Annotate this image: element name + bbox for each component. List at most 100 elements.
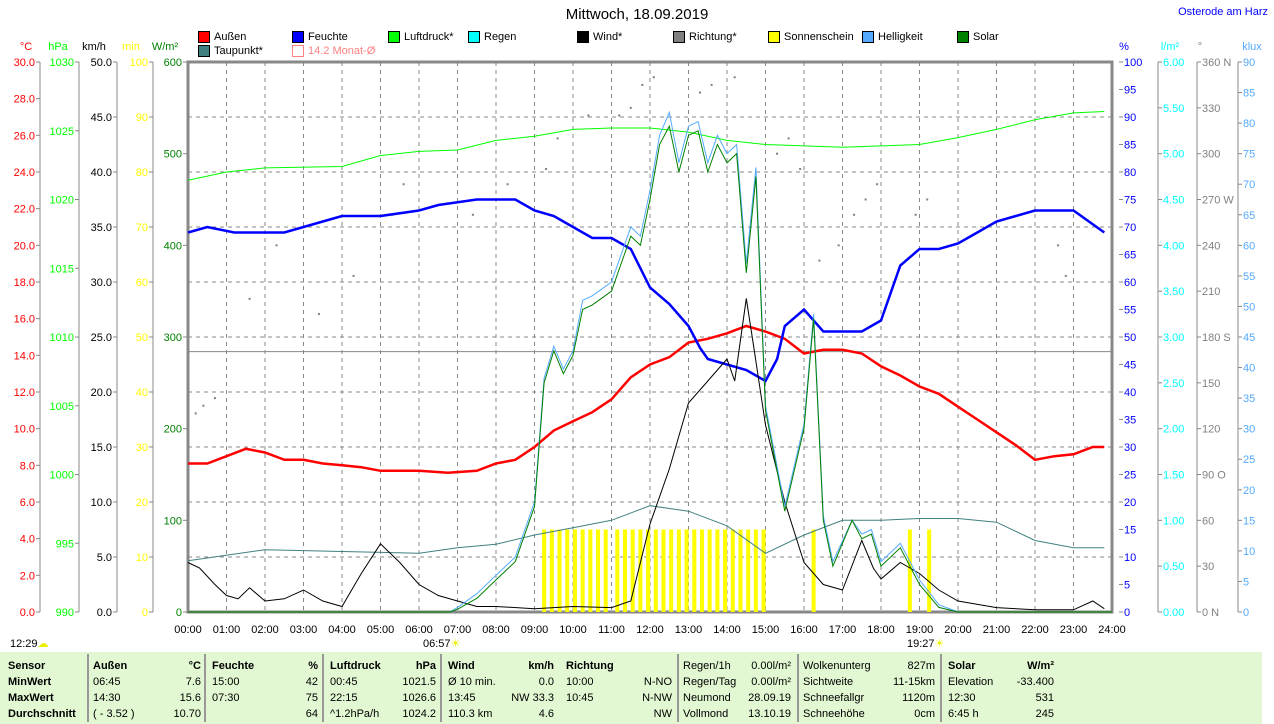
sunshine-bar: [699, 529, 704, 612]
table-cell-row: 06:45 7.6: [93, 674, 201, 690]
axis-tick-label: 26.0: [14, 130, 35, 142]
cell-value: 11-15km: [893, 676, 935, 688]
axis-tick-label: 18.0: [14, 277, 35, 289]
axis-tick-label: 500: [164, 149, 182, 161]
table-cell-row: Sichtweite 11-15km: [803, 674, 935, 690]
legend-swatch: [468, 31, 480, 43]
cell-label: Vollmond: [683, 708, 729, 720]
sunset-label: 19:27: [907, 638, 935, 650]
sunshine-bar: [542, 529, 547, 612]
moon-time-label: 12:29: [10, 638, 38, 650]
axis-tick-label: 22.0: [14, 204, 35, 216]
sensor-header: Sensor: [8, 660, 46, 672]
axis-tick-label: 70: [1124, 222, 1136, 234]
sunrise-label: 06:57: [423, 638, 451, 650]
axis-tick-label: 70: [1243, 179, 1255, 191]
axis-tick-label: 1010: [50, 332, 74, 344]
cell-value: 42: [305, 676, 318, 688]
table-cell-row: 00:45 1021.5: [330, 674, 436, 690]
axis-tick-label: 80: [1243, 118, 1255, 130]
moon-icon: ☁: [37, 638, 49, 650]
direction-point: [506, 183, 509, 186]
axis-tick-label: 1000: [50, 470, 74, 482]
direction-point: [317, 313, 320, 316]
axis-tick-label: 400: [164, 240, 182, 252]
axis-tick-label: 600: [164, 57, 182, 69]
axis-tick-label: 25.0: [91, 332, 112, 344]
legend-swatch: [292, 45, 304, 57]
table-cell-row: 22:15 1026.6: [330, 690, 436, 706]
axis-tick-label: 16.0: [14, 314, 35, 326]
x-tick-label: 02:00: [251, 624, 279, 636]
direction-point: [587, 114, 590, 117]
cell-label: 110.3 km: [448, 708, 493, 720]
axis-tick-label: 65: [1243, 210, 1255, 222]
x-tick-label: 15:00: [752, 624, 780, 636]
axis-tick-label: 25: [1124, 470, 1136, 482]
x-tick-label: 05:00: [367, 624, 395, 636]
cell-label: Solar: [948, 660, 976, 672]
cell-value: 1024.2: [402, 708, 436, 720]
direction-point: [876, 183, 879, 186]
table-cell-row: Vollmond 13.10.19: [683, 706, 791, 722]
axis-tick-label: 50.0: [91, 57, 112, 69]
regen-column: Regen/1h 0.00l/m² Regen/Tag 0.00l/m² Neumond…: [683, 658, 791, 722]
x-tick-label: 20:00: [944, 624, 972, 636]
direction-point: [710, 83, 713, 86]
sunshine-bar: [907, 529, 912, 612]
cell-label: Wind: [448, 660, 475, 672]
direction-point: [914, 213, 917, 216]
cell-value: °C: [188, 660, 201, 672]
sunshine-bar: [603, 529, 608, 612]
legend-swatch: [862, 31, 874, 43]
cell-label: 10:00: [566, 676, 594, 688]
sunshine-bar: [596, 529, 601, 612]
axis-tick-label: 270 W: [1202, 195, 1234, 207]
axis-tick-label: 20: [1124, 497, 1136, 509]
legend-label: Regen: [484, 31, 517, 43]
cell-label: 07:30: [212, 692, 240, 704]
statistics-table: Sensor MinWert MaxWert Durchschnitt Auße…: [0, 652, 1262, 724]
x-tick-label: 04:00: [328, 624, 356, 636]
axis-tick-label: 60: [1243, 240, 1255, 252]
axis-tick-label: 10.0: [91, 497, 112, 509]
series-taupunkt: [187, 505, 1105, 562]
legend-item: 14.2 Monat-Ø: [292, 45, 375, 57]
location-label: Osterode am Harz: [1178, 6, 1268, 18]
cell-value: hPa: [415, 660, 436, 672]
row-label: MinWert: [8, 676, 52, 688]
axis-unit: °: [1198, 41, 1202, 53]
table-cell-row: NW: [566, 706, 672, 722]
axis-tick-label: 100: [1124, 57, 1142, 69]
direction-point: [926, 198, 929, 201]
table-cell-row: Elevation -33.400: [948, 674, 1054, 690]
direction-point: [776, 152, 779, 155]
legend-swatch: [388, 31, 400, 43]
cell-value: NW: [653, 708, 672, 720]
sunshine-bar: [615, 529, 620, 612]
direction-point: [799, 167, 802, 170]
axis-tick-label: 30: [136, 442, 148, 454]
axis-tick-label: 10.0: [14, 424, 35, 436]
row-label: Durchschnitt: [8, 708, 76, 720]
axis-tick-label: 30: [1243, 424, 1255, 436]
sun-icon: ☀: [450, 638, 461, 650]
axis-tick-label: 100: [130, 57, 148, 69]
axis-tick-label: 80: [136, 167, 148, 179]
direction-point: [352, 274, 355, 277]
axis-tick-label: 40: [136, 387, 148, 399]
table-cell-row: ( - 3.52 ) 10.70: [93, 706, 201, 722]
table-cell-row: 13:45 NW 33.3: [448, 690, 554, 706]
axis-tick-label: 100: [164, 515, 182, 527]
cell-value: 245: [1035, 708, 1054, 720]
sunshine-bar: [676, 529, 681, 612]
cell-value: 1026.6: [402, 692, 436, 704]
axis-tick-label: 0: [1124, 607, 1130, 619]
axis-tick-label: 35: [1243, 393, 1255, 405]
axis-tick-label: 35.0: [91, 222, 112, 234]
table-cell-row: Schneefallgr 1120m: [803, 690, 935, 706]
axis-tick-label: 90: [136, 112, 148, 124]
cell-label: 00:45: [330, 676, 358, 688]
legend-label: Feuchte: [308, 31, 348, 43]
cell-label: Regen/1h: [683, 660, 731, 672]
